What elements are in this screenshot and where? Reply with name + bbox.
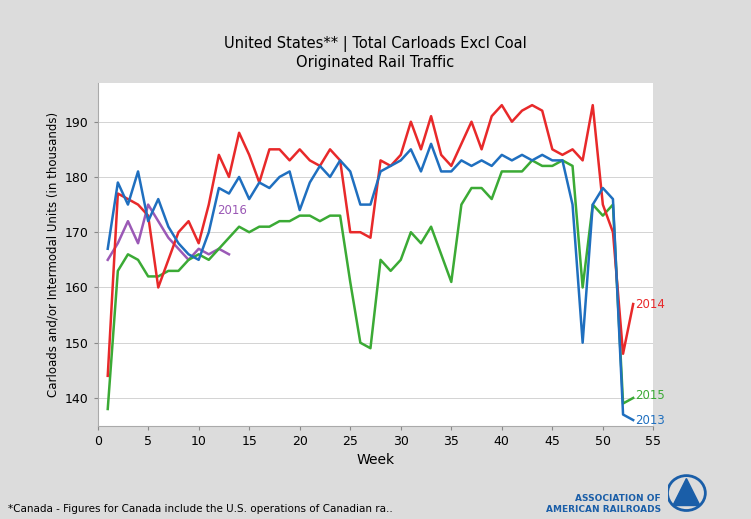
Text: 2013: 2013 — [635, 414, 665, 427]
Text: *Canada - Figures for Canada include the U.S. operations of Canadian ra..: *Canada - Figures for Canada include the… — [8, 504, 392, 514]
Y-axis label: Carloads and/or Intermodal Units (in thousands): Carloads and/or Intermodal Units (in tho… — [46, 112, 59, 397]
Text: 2016: 2016 — [217, 203, 247, 216]
Text: 2015: 2015 — [635, 389, 665, 402]
X-axis label: Week: Week — [357, 453, 394, 467]
Text: 2014: 2014 — [635, 297, 665, 310]
Text: ASSOCIATION OF
AMERICAN RAILROADS: ASSOCIATION OF AMERICAN RAILROADS — [546, 495, 661, 514]
Text: United States** | Total Carloads Excl Coal
Originated Rail Traffic: United States** | Total Carloads Excl Co… — [224, 36, 527, 70]
Polygon shape — [673, 479, 700, 506]
